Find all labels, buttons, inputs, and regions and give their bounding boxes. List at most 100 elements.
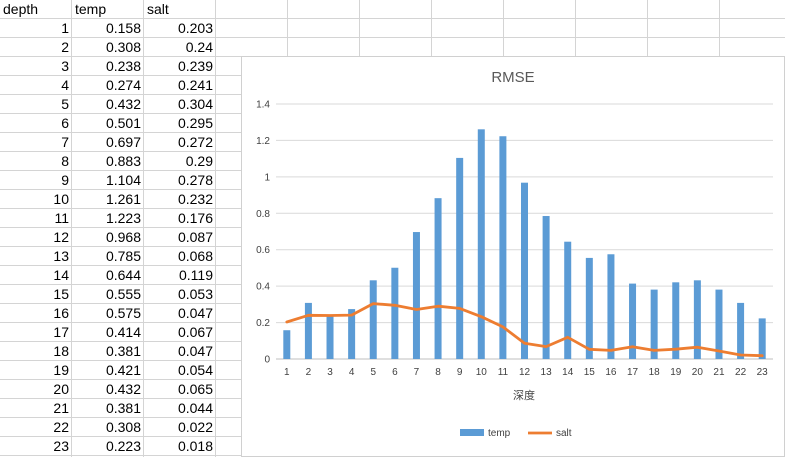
depth-cell[interactable]: 8	[61, 153, 69, 169]
depth-cell[interactable]: 20	[53, 381, 69, 397]
temp-cell[interactable]: 0.555	[105, 286, 141, 302]
salt-cell[interactable]: 0.047	[177, 305, 213, 321]
x-tick-label: 4	[349, 367, 355, 378]
salt-cell[interactable]: 0.047	[177, 343, 213, 359]
salt-cell[interactable]: 0.044	[177, 400, 213, 416]
temp-bar	[758, 318, 766, 359]
y-tick-label: 1.4	[256, 100, 270, 111]
salt-cell[interactable]: 0.295	[177, 115, 213, 131]
salt-cell[interactable]: 0.018	[177, 438, 213, 454]
salt-cell[interactable]: 0.053	[177, 286, 213, 302]
depth-cell[interactable]: 18	[53, 343, 69, 359]
salt-cell[interactable]: 0.054	[177, 362, 213, 378]
depth-cell[interactable]: 17	[53, 324, 69, 340]
x-tick-label: 20	[692, 367, 704, 378]
chart-canvas: RMSE 深度 00.20.40.60.811.21.41 2 3 4 5 6 7 8 9 10 1…	[256, 69, 773, 439]
salt-cell[interactable]: 0.239	[177, 58, 213, 74]
depth-cell[interactable]: 16	[53, 305, 69, 321]
salt-cell[interactable]: 0.24	[185, 39, 213, 55]
salt-cell[interactable]: 0.022	[177, 419, 213, 435]
salt-cell[interactable]: 0.241	[177, 77, 213, 93]
temp-cell[interactable]: 0.697	[105, 134, 141, 150]
x-tick-label: 16	[605, 367, 617, 378]
rmse-chart[interactable]: RMSE 深度 0 0.2 0.4 0.6 0.8 1 1.2 1.4 1 2 3 4 5 6 7 8 9 10 1…	[241, 56, 785, 457]
temp-cell[interactable]: 0.421	[105, 362, 141, 378]
y-tick-label: 0.8	[256, 209, 270, 220]
y-tick-label: 0.4	[256, 282, 270, 293]
temp-bar	[650, 289, 658, 359]
depth-cell[interactable]: 15	[53, 286, 69, 302]
salt-cell[interactable]: 0.272	[177, 134, 213, 150]
header-cell-temp[interactable]: temp	[75, 1, 107, 17]
temp-cell[interactable]: 1.104	[105, 172, 141, 188]
x-tick-label: 19	[670, 367, 682, 378]
temp-cell[interactable]: 0.381	[105, 400, 141, 416]
temp-cell[interactable]: 0.432	[105, 96, 141, 112]
depth-cell[interactable]: 11	[54, 210, 69, 226]
temp-cell[interactable]: 0.644	[105, 267, 141, 283]
depth-cell[interactable]: 23	[53, 438, 69, 454]
temp-bar	[326, 315, 334, 359]
temp-cell[interactable]: 0.414	[105, 324, 141, 340]
temp-cell[interactable]: 0.158	[105, 20, 141, 36]
temp-cell[interactable]: 0.501	[105, 115, 141, 131]
temp-cell[interactable]: 0.883	[105, 153, 141, 169]
salt-cell[interactable]: 0.176	[177, 210, 213, 226]
temp-cell[interactable]: 0.381	[105, 343, 141, 359]
salt-cell[interactable]: 0.232	[177, 191, 213, 207]
depth-cell[interactable]: 13	[53, 248, 69, 264]
depth-cell[interactable]: 1	[61, 20, 69, 36]
temp-cell[interactable]: 0.575	[105, 305, 141, 321]
depth-cell[interactable]: 22	[53, 419, 69, 435]
depth-cell[interactable]: 10	[53, 191, 69, 207]
x-tick-label: 21	[713, 367, 725, 378]
x-tick-label: 2	[306, 367, 312, 378]
depth-cell[interactable]: 3	[61, 58, 69, 74]
legend-label-salt: salt	[556, 428, 572, 439]
temp-cell[interactable]: 1.261	[105, 191, 141, 207]
depth-cell[interactable]: 21	[53, 400, 69, 416]
temp-bar	[348, 309, 356, 359]
grid-column-line	[71, 0, 72, 457]
x-tick-label: 23	[757, 367, 769, 378]
temp-cell[interactable]: 1.223	[105, 210, 141, 226]
depth-cell[interactable]: 5	[61, 96, 69, 112]
temp-cell[interactable]: 0.274	[105, 77, 141, 93]
temp-bar	[456, 157, 464, 359]
salt-cell[interactable]: 0.304	[177, 96, 213, 112]
depth-cell[interactable]: 14	[53, 267, 69, 283]
x-tick-label: 3	[327, 367, 333, 378]
temp-cell[interactable]: 0.968	[105, 229, 141, 245]
temp-cell[interactable]: 0.785	[105, 248, 141, 264]
x-tick-label: 8	[435, 367, 441, 378]
depth-cell[interactable]: 12	[53, 229, 69, 245]
depth-cell[interactable]: 9	[61, 172, 69, 188]
temp-bar	[434, 198, 442, 359]
temp-cell[interactable]: 0.223	[105, 438, 141, 454]
temp-cell[interactable]: 0.432	[105, 381, 141, 397]
depth-cell[interactable]: 6	[61, 115, 69, 131]
temp-bar	[391, 267, 399, 359]
x-tick-label: 10	[476, 367, 488, 378]
salt-cell[interactable]: 0.087	[177, 229, 213, 245]
depth-cell[interactable]: 7	[61, 134, 69, 150]
header-cell-salt[interactable]: salt	[147, 1, 169, 17]
legend-swatch-temp	[460, 429, 484, 436]
temp-cell[interactable]: 0.308	[105, 419, 141, 435]
salt-cell[interactable]: 0.067	[177, 324, 213, 340]
header-cell-depth[interactable]: depth	[3, 1, 39, 17]
depth-cell[interactable]: 19	[53, 362, 69, 378]
salt-cell[interactable]: 0.278	[177, 172, 213, 188]
temp-bar	[693, 280, 701, 359]
temp-cell[interactable]: 0.308	[105, 39, 141, 55]
depth-cell[interactable]: 2	[61, 39, 69, 55]
temp-cell[interactable]: 0.238	[105, 58, 141, 74]
salt-cell[interactable]: 0.203	[177, 20, 213, 36]
salt-cell[interactable]: 0.065	[177, 381, 213, 397]
salt-cell[interactable]: 0.068	[177, 248, 213, 264]
x-tick-label: 18	[649, 367, 661, 378]
salt-cell[interactable]: 0.119	[179, 267, 213, 283]
grid-column-line	[215, 0, 216, 457]
depth-cell[interactable]: 4	[61, 77, 69, 93]
salt-cell[interactable]: 0.29	[185, 153, 213, 169]
